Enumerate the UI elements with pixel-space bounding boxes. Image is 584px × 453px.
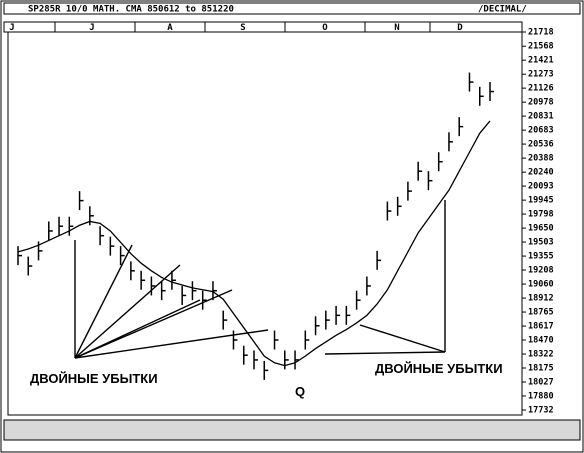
- y-tick-label: 19798: [528, 210, 554, 220]
- moving-average: [17, 120, 491, 367]
- y-tick-label: 20093: [528, 182, 554, 192]
- status-bar: [3, 419, 581, 441]
- y-tick-label: 18322: [528, 350, 554, 360]
- y-tick-label: 18912: [528, 294, 554, 304]
- month-row: [3, 21, 523, 33]
- x-tick-label: A: [167, 23, 173, 33]
- x-tick-label: D: [457, 23, 463, 33]
- y-tick-label: 21421: [528, 56, 554, 66]
- x-tick-label: N: [394, 23, 399, 33]
- y-tick-label: 21568: [528, 42, 554, 52]
- x-tick-label: O: [322, 23, 328, 33]
- scale-label: /DECIMAL/: [478, 5, 527, 15]
- chart-title: SP285R 10/0 MATH. CMA 850612 to 851220: [28, 5, 234, 15]
- y-tick-label: 20536: [528, 140, 554, 150]
- annotation: ДВОЙНЫЕ УБЫТКИ: [30, 371, 158, 386]
- y-tick-label: 21273: [528, 70, 554, 80]
- y-tick-label: 19208: [528, 266, 554, 276]
- header-bar: [3, 2, 581, 15]
- y-tick-label: 18175: [528, 363, 554, 373]
- y-tick-label: 20683: [528, 126, 554, 136]
- x-tick-label: J: [9, 23, 14, 33]
- y-tick-label: 18617: [528, 322, 554, 332]
- y-tick-label: 18765: [528, 308, 554, 318]
- y-tick-label: 20388: [528, 154, 554, 164]
- annotation-lines: [74, 200, 446, 359]
- plot-area: [7, 31, 523, 416]
- annotation: Q: [295, 384, 305, 399]
- y-tick-label: 20240: [528, 168, 554, 178]
- y-tick-label: 20831: [528, 112, 554, 122]
- y-tick-label: 19945: [528, 196, 554, 206]
- annotation: ДВОЙНЫЕ УБЫТКИ: [375, 361, 503, 376]
- y-tick-label: 18027: [528, 378, 554, 388]
- y-tick-label: 18470: [528, 336, 554, 346]
- y-tick-label: 19503: [528, 238, 554, 248]
- x-tick-label: S: [240, 23, 245, 33]
- y-tick-label: 19650: [528, 224, 554, 234]
- y-tick-label: 20978: [528, 98, 554, 108]
- y-tick-label: 17732: [528, 406, 554, 416]
- y-tick-label: 21718: [528, 28, 554, 38]
- y-tick-label: 19355: [528, 252, 554, 262]
- y-tick-label: 17880: [528, 391, 554, 401]
- y-tick-label: 19060: [528, 280, 554, 290]
- x-tick-label: J: [89, 23, 94, 33]
- y-tick-label: 21126: [528, 84, 554, 94]
